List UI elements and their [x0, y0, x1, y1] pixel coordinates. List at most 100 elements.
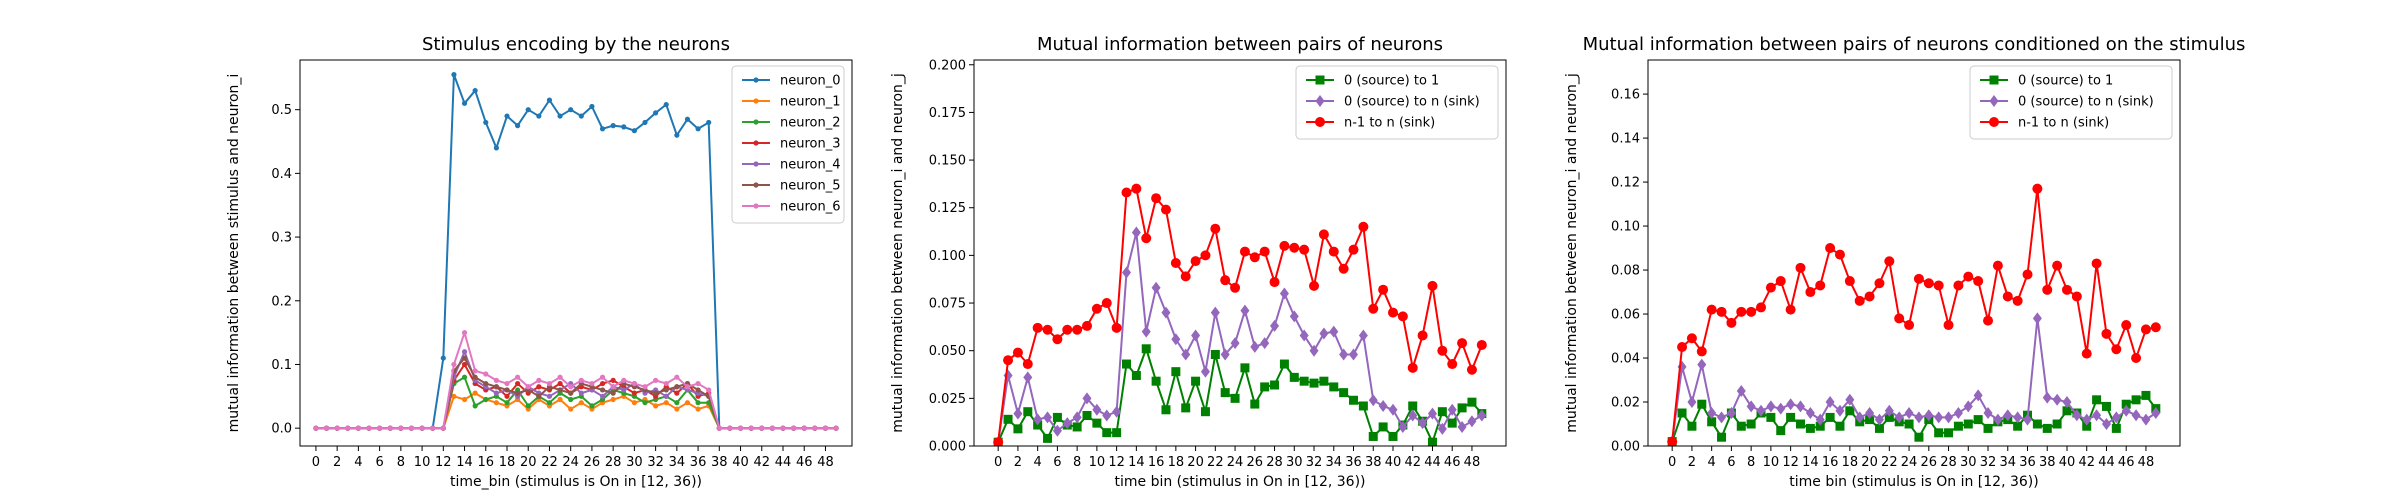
legend-marker — [753, 140, 759, 146]
data-point — [1279, 287, 1289, 300]
x-tick-label: 6 — [375, 455, 383, 470]
data-point — [1427, 280, 1438, 291]
data-point — [557, 374, 563, 380]
data-point — [1677, 342, 1688, 353]
y-tick-label: 0.000 — [929, 440, 966, 455]
data-point — [1200, 250, 1211, 261]
data-point — [2092, 409, 2102, 422]
x-tick-label: 2 — [1014, 455, 1022, 470]
data-point — [1349, 395, 1359, 405]
data-point — [1805, 287, 1816, 298]
data-point — [334, 425, 340, 431]
x-tick-label: 48 — [817, 455, 834, 470]
data-point — [1805, 407, 1815, 420]
legend: 0 (source) to 1 0 (source) to n (sink) n-1… — [1295, 65, 1499, 140]
data-point — [408, 425, 415, 431]
data-point — [525, 384, 531, 390]
data-point — [1726, 407, 1736, 420]
data-point — [355, 425, 361, 431]
data-point — [1845, 393, 1855, 406]
legend-label: 0 (source) to n (sink) — [2018, 95, 2154, 110]
data-point — [822, 425, 829, 431]
data-point — [515, 374, 521, 380]
chart-title: Stimulus encoding by the neurons — [422, 34, 730, 55]
x-tick-label: 0 — [1668, 455, 1676, 470]
data-point — [1358, 401, 1368, 411]
data-point — [2121, 399, 2131, 409]
data-point — [1697, 399, 1707, 409]
data-point — [515, 380, 521, 387]
data-point — [1983, 423, 1993, 433]
data-point — [1943, 320, 1954, 331]
data-point — [472, 87, 478, 94]
legend-label: neuron_0 — [780, 74, 841, 89]
data-point — [1884, 256, 1895, 267]
x-tick-label: 38 — [2039, 455, 2056, 470]
data-point — [2111, 423, 2121, 433]
data-point — [791, 425, 797, 431]
data-point — [2003, 409, 2013, 422]
data-point — [2072, 409, 2082, 422]
x-tick-label: 34 — [1325, 455, 1342, 470]
x-tick-label: 10 — [414, 455, 431, 470]
data-point — [706, 387, 712, 393]
data-point — [589, 403, 595, 409]
data-point — [1786, 412, 1796, 422]
data-point — [1963, 419, 1973, 429]
x-tick-label: 28 — [1940, 455, 1957, 470]
data-point — [1766, 400, 1776, 413]
data-point — [1786, 398, 1796, 411]
x-tick-label: 30 — [1286, 455, 1303, 470]
data-point — [504, 400, 510, 406]
data-point — [1388, 403, 1398, 416]
data-point — [2101, 418, 2111, 431]
data-point — [440, 355, 446, 361]
data-point — [2022, 269, 2033, 280]
series-0 (source) to 1 — [993, 344, 1487, 446]
data-point — [2092, 395, 2102, 405]
data-point — [1953, 280, 1964, 291]
data-point — [674, 406, 680, 412]
data-point — [1834, 249, 1845, 260]
data-point — [1447, 359, 1458, 370]
plot-area — [313, 72, 839, 431]
legend-marker — [1315, 75, 1325, 85]
data-point — [706, 119, 712, 126]
data-point — [1953, 407, 1963, 420]
data-point — [1328, 246, 1339, 257]
data-point — [345, 425, 351, 431]
data-point — [674, 390, 680, 396]
x-tick-label: 40 — [1385, 455, 1402, 470]
data-point — [1131, 370, 1141, 380]
data-point — [546, 400, 553, 406]
data-point — [472, 368, 478, 374]
data-point — [1477, 409, 1487, 422]
data-point — [377, 425, 383, 431]
data-point — [1736, 385, 1746, 398]
x-tick-label: 44 — [2098, 455, 2115, 470]
data-point — [1746, 400, 1756, 413]
chart-title: Mutual information between pairs of neur… — [1583, 34, 2246, 55]
data-point — [1894, 411, 1904, 424]
data-point — [2062, 406, 2072, 416]
data-point — [1042, 324, 1053, 335]
data-point — [1815, 413, 1825, 426]
data-point — [1072, 324, 1083, 335]
data-point — [1368, 394, 1378, 407]
y-axis-label: mutual information between stimulus and … — [226, 74, 242, 433]
data-point — [1667, 436, 1678, 446]
series-0 (source) to n (sink) — [993, 226, 1487, 446]
legend-marker — [1989, 75, 1999, 85]
data-point — [1121, 266, 1131, 279]
data-point — [1378, 422, 1388, 432]
chart-pairwise-mi: Mutual information between pairs of neur… — [890, 34, 1507, 490]
data-point — [1884, 412, 1894, 422]
data-point — [1963, 400, 1973, 413]
x-tick-label: 8 — [1073, 455, 1081, 470]
data-point — [1339, 348, 1349, 361]
data-point — [1418, 417, 1428, 430]
data-point — [1092, 418, 1102, 428]
data-point — [1707, 407, 1717, 420]
data-point — [1904, 419, 1914, 429]
x-tick-label: 28 — [605, 455, 622, 470]
